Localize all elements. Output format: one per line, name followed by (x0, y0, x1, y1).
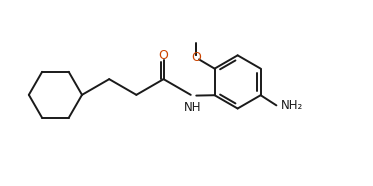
Text: NH: NH (184, 102, 201, 115)
Text: NH₂: NH₂ (281, 99, 303, 112)
Text: O: O (191, 51, 201, 64)
Text: O: O (159, 49, 169, 62)
